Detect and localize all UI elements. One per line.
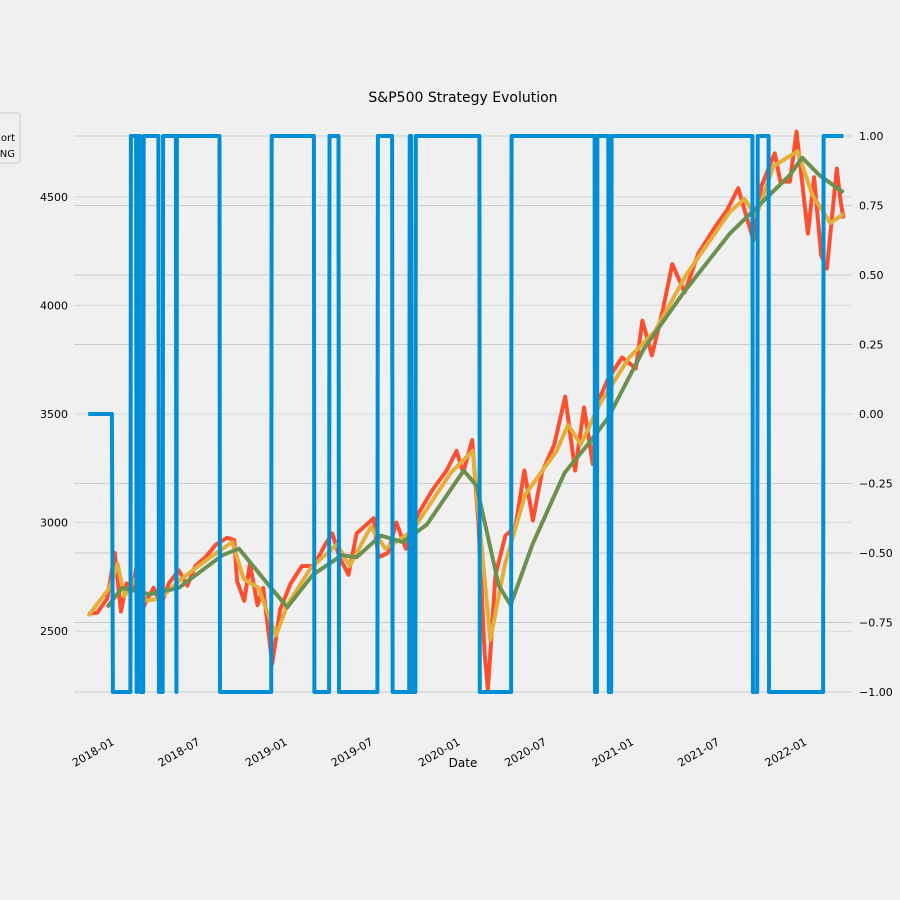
y-right-tick-label: 1.00 bbox=[859, 130, 884, 143]
y-left-tick-label: 3500 bbox=[40, 408, 68, 421]
y-right-tick-label: −0.75 bbox=[859, 617, 893, 630]
y-right-tick-label: −0.25 bbox=[859, 478, 893, 491]
series-line-ma_long bbox=[105, 155, 845, 610]
y-left-tick-label: 3000 bbox=[40, 517, 68, 530]
y-right-tick-label: 0.75 bbox=[859, 200, 884, 213]
series-line-position bbox=[88, 134, 844, 694]
chart-title: S&P500 Strategy Evolution bbox=[368, 90, 557, 106]
legend-entry: NG bbox=[0, 149, 15, 160]
y-right-tick-label: −0.50 bbox=[859, 547, 893, 560]
series-group bbox=[86, 129, 846, 694]
y-right-tick-label: 0.25 bbox=[859, 339, 884, 352]
legend-box bbox=[0, 112, 21, 164]
y-right-tick-label: 0.00 bbox=[859, 408, 884, 421]
x-axis-label: Date bbox=[449, 756, 478, 770]
y-left-tick-label: 4000 bbox=[40, 299, 68, 312]
legend-entry: ort bbox=[1, 133, 15, 144]
y-right-tick-label: −1.00 bbox=[859, 686, 893, 699]
y-right-tick-label: 0.50 bbox=[859, 269, 884, 282]
legend: ort NG bbox=[0, 112, 21, 164]
y-left-tick-label: 2500 bbox=[40, 625, 68, 638]
y-left-tick-label: 4500 bbox=[40, 191, 68, 204]
